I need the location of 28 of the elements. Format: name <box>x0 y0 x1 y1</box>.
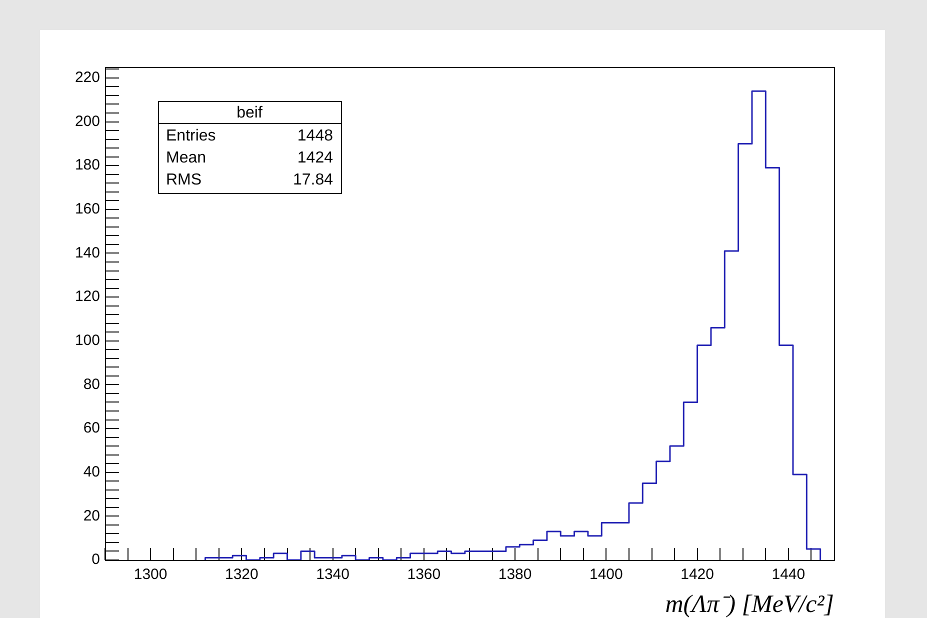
x-tick-label: 1400 <box>590 566 623 584</box>
y-tick-label: 220 <box>74 69 100 86</box>
annotation: 17.84 <box>292 171 334 188</box>
y-tick-label: 40 <box>83 463 100 480</box>
x-tick-label: 1300 <box>134 566 168 584</box>
y-tick-label: 180 <box>74 156 100 174</box>
annotation: Entries <box>166 127 216 144</box>
annotation: RMS <box>166 171 202 188</box>
annotation: beif <box>236 104 263 122</box>
y-tick-label: 20 <box>83 507 100 524</box>
y-tick-label: 160 <box>74 200 100 218</box>
x-tick-label: 1380 <box>498 566 532 584</box>
annotation: Mean <box>166 149 206 166</box>
annotation: 1424 <box>297 149 334 166</box>
x-tick-label: 1320 <box>225 566 258 584</box>
y-tick-label: 80 <box>83 376 100 393</box>
x-tick-label: 1360 <box>407 566 441 584</box>
y-tick-label: 140 <box>74 244 100 262</box>
y-tick-label: 120 <box>74 288 100 306</box>
x-tick-label: 1340 <box>316 566 350 584</box>
y-tick-label: 100 <box>74 332 100 350</box>
x-axis-title: m(Λπ⁻) [MeV/c²] <box>665 591 834 618</box>
annotation: 1448 <box>297 127 334 144</box>
y-tick-label: 200 <box>74 112 100 130</box>
y-tick-label: 0 <box>92 551 100 568</box>
x-tick-label: 1440 <box>772 566 806 584</box>
x-tick-label: 1420 <box>680 566 714 584</box>
y-tick-label: 60 <box>83 420 100 437</box>
